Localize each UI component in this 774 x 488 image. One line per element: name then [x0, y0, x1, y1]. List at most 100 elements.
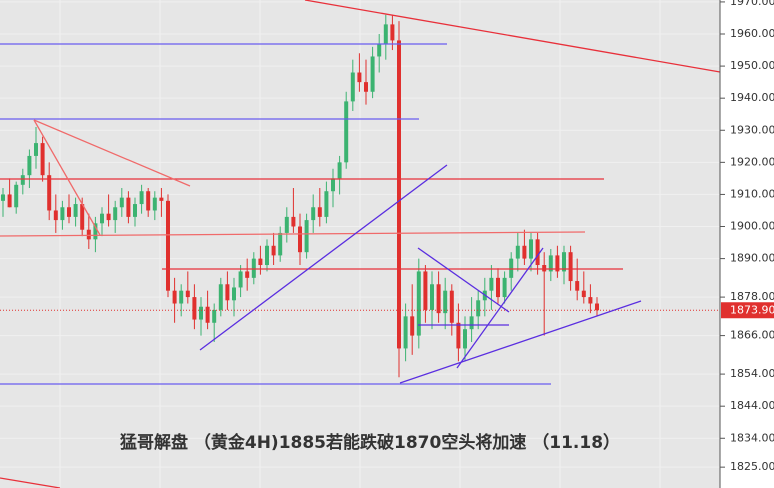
trend-line: [417, 247, 510, 313]
y-tick-label: 1930.00: [730, 123, 774, 136]
candle-body: [535, 239, 540, 266]
candle-body: [397, 40, 401, 349]
candle-body: [113, 207, 118, 221]
candle-body: [192, 297, 197, 320]
candle-body: [423, 271, 428, 310]
candle-body: [403, 316, 408, 349]
candle-body: [20, 175, 25, 185]
candle-body: [515, 245, 520, 259]
candle-body: [53, 210, 58, 221]
candle-body: [251, 258, 256, 278]
candle-body: [317, 207, 322, 217]
candle-body: [106, 213, 111, 221]
candle-body: [159, 197, 164, 201]
chart-title: 猛哥解盘 （黄金4H)1885若能跌破1870空头将加速 （11.18）: [119, 432, 620, 453]
candle-body: [548, 255, 553, 272]
candle-body: [139, 191, 144, 205]
trend-line: [0, 231, 586, 237]
candle-body: [86, 229, 91, 240]
candle-body: [284, 216, 289, 233]
candle-body: [581, 290, 586, 298]
candle-body: [324, 191, 329, 217]
y-tick-label: 1878.00: [730, 290, 774, 303]
candle-body: [238, 271, 243, 288]
candle-body: [502, 277, 507, 298]
y-tick-label: 1920.00: [730, 155, 774, 168]
candle-body: [350, 72, 355, 102]
candle-body: [1, 194, 5, 201]
candle-body: [100, 213, 104, 224]
candle-body: [522, 245, 527, 259]
last-price-label: 1873.90: [730, 303, 774, 316]
trend-line: [0, 477, 61, 488]
candle-body: [199, 306, 203, 320]
candle-body: [496, 277, 500, 298]
y-tick-label: 1825.00: [730, 460, 774, 473]
candle-body: [410, 316, 415, 336]
candle-body: [258, 258, 263, 266]
grid: [0, 1, 720, 468]
candle-body: [40, 143, 45, 176]
candle-body: [311, 207, 316, 221]
candle-body: [172, 290, 177, 304]
candle-body: [73, 204, 78, 217]
candle-body: [291, 216, 296, 227]
candles: [0, 14, 720, 378]
trend-line: [304, 0, 721, 73]
candle-body: [205, 306, 210, 323]
candle-body: [67, 207, 71, 217]
trend-line: [33, 119, 101, 236]
candle-body: [14, 184, 19, 208]
candle-body: [93, 223, 98, 240]
candle-body: [271, 245, 276, 256]
candle-body: [331, 178, 335, 192]
candle-body: [595, 303, 599, 311]
candle-body: [278, 232, 283, 256]
trend-line: [199, 164, 448, 351]
y-tick-label: 1960.00: [730, 27, 774, 40]
trend-line: [33, 119, 191, 187]
candle-body: [489, 277, 494, 291]
candle-body: [588, 297, 593, 304]
candle-body: [179, 290, 184, 304]
candle-body: [463, 329, 467, 349]
y-tick-label: 1950.00: [730, 59, 774, 72]
annotations: [0, 0, 721, 488]
y-tick-label: 1854.00: [730, 367, 774, 380]
y-tick-label: 1910.00: [730, 187, 774, 200]
candle-body: [146, 191, 151, 211]
y-tick-label: 1866.00: [730, 329, 774, 342]
candle-body: [119, 197, 124, 208]
candle-body: [225, 284, 230, 301]
y-tick-label: 1890.00: [730, 252, 774, 265]
candle-body: [245, 271, 250, 278]
candle-body: [80, 204, 85, 230]
candle-body: [568, 252, 573, 282]
y-tick-label: 1940.00: [730, 91, 774, 104]
candle-body: [133, 204, 137, 217]
candle-body: [337, 162, 342, 179]
candle-body: [443, 290, 448, 314]
candle-body: [449, 290, 454, 323]
candle-body: [298, 226, 302, 253]
candle-body: [476, 300, 481, 317]
candle-body: [509, 258, 514, 278]
candle-body: [232, 287, 236, 301]
y-tick-label: 1900.00: [730, 220, 774, 233]
candle-body: [185, 290, 190, 298]
candle-body: [430, 284, 434, 310]
candle-body: [152, 197, 157, 211]
candle-body: [383, 24, 388, 44]
candle-body: [436, 284, 441, 314]
candle-body: [47, 175, 52, 211]
candle-body: [218, 284, 223, 310]
candle-body: [265, 245, 269, 266]
candle-body: [529, 239, 533, 259]
candle-body: [357, 72, 362, 83]
y-tick-label: 1834.00: [730, 431, 774, 444]
candle-body: [377, 43, 382, 57]
candle-body: [390, 24, 395, 41]
candle-body: [166, 200, 170, 291]
